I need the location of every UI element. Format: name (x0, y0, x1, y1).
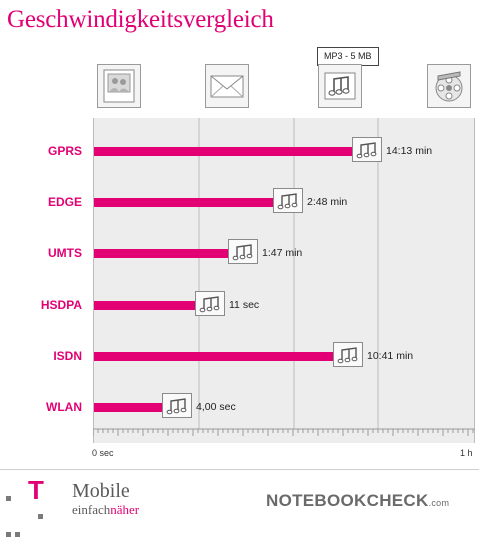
bar (94, 352, 335, 361)
plot-area (93, 118, 475, 443)
music-note-icon (352, 137, 382, 162)
x-tick-label: 1 h (460, 448, 473, 458)
notebookcheck-logo: NOTEBOOKCHECK.com (266, 491, 450, 510)
value-label: 14:13 min (386, 145, 433, 157)
footer-divider (0, 469, 479, 470)
category-label: HSDPA (40, 298, 82, 312)
bar (94, 147, 354, 156)
bar (94, 403, 164, 412)
category-label: EDGE (47, 195, 82, 209)
x-tick-label: 0 sec (92, 448, 114, 458)
value-label: 11 sec (229, 299, 260, 311)
bar (94, 301, 197, 310)
music-note-icon (333, 342, 363, 367)
value-label: 10:41 min (367, 350, 414, 362)
category-label: ISDN (53, 349, 82, 363)
music-note-icon (273, 188, 303, 213)
music-icon[interactable] (318, 64, 362, 108)
music-note-icon (195, 291, 225, 316)
value-label: 4,00 sec (196, 401, 236, 413)
category-label: UMTS (48, 246, 82, 260)
bar (94, 249, 230, 258)
bar (94, 198, 275, 207)
mail-icon[interactable] (205, 64, 249, 108)
value-label: 2:48 min (307, 196, 348, 208)
logo-mobile: Mobile (72, 480, 130, 502)
logo-slogan: einfachnäher (72, 502, 140, 517)
music-note-icon (228, 239, 258, 264)
category-label: WLAN (46, 400, 82, 414)
music-note-icon (162, 393, 192, 418)
value-label: 1:47 min (262, 247, 303, 259)
logo-t: T (28, 475, 44, 505)
page-title: Geschwindigkeitsvergleich (7, 6, 274, 33)
photo-icon[interactable] (97, 64, 141, 108)
category-label: GPRS (47, 144, 82, 158)
gridlines (93, 118, 475, 436)
film-icon[interactable] (427, 64, 471, 108)
